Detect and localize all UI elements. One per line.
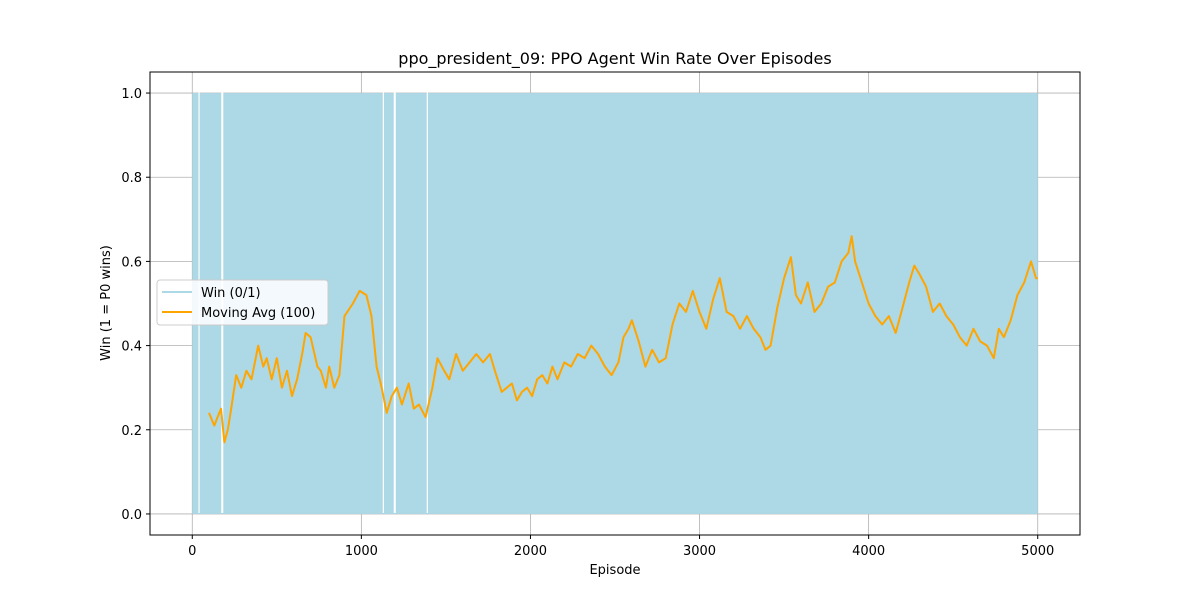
legend-label-moving-avg: Moving Avg (100) <box>201 306 315 321</box>
x-axis-label: Episode <box>589 563 640 578</box>
y-axis-label: Win (1 = P0 wins) <box>99 245 114 361</box>
x-tick-label: 0 <box>188 544 196 559</box>
y-tick-label: 0.6 <box>121 255 142 270</box>
win-band <box>192 93 1038 514</box>
y-tick-label: 0.8 <box>121 171 142 186</box>
moving-avg-line <box>208 235 1038 444</box>
y-axis-ticks: 0.0 0.2 0.4 0.6 0.8 1.0 <box>121 87 150 523</box>
y-tick-label: 0.0 <box>121 508 142 523</box>
plot-frame <box>149 71 1081 536</box>
win-series <box>192 92 1038 514</box>
y-tick-label: 0.4 <box>121 340 142 355</box>
x-tick-label: 4000 <box>852 544 885 559</box>
x-tick-label: 1000 <box>345 544 378 559</box>
x-tick-label: 3000 <box>683 544 716 559</box>
legend-label-win: Win (0/1) <box>201 286 261 301</box>
x-tick-label: 2000 <box>514 544 547 559</box>
x-tick-label: 5000 <box>1021 544 1054 559</box>
y-tick-label: 0.2 <box>121 424 142 439</box>
x-axis-ticks: 0 1000 2000 3000 4000 5000 <box>188 535 1054 559</box>
y-tick-label: 1.0 <box>121 87 142 102</box>
chart-title: ppo_president_09: PPO Agent Win Rate Ove… <box>398 49 831 69</box>
legend-box <box>156 279 329 326</box>
legend: Win (0/1) Moving Avg (100) <box>156 279 329 326</box>
